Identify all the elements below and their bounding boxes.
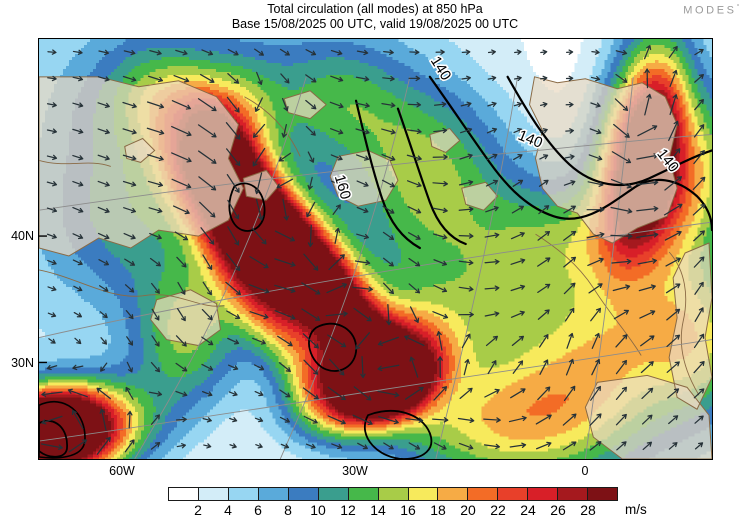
colorbar-tick-label: 16 [400,502,416,518]
modes-logo-text: MODES [683,4,737,17]
colorbar-swatch [468,488,499,500]
land-masses [39,76,712,459]
lon-tick-60w: 60W [109,464,135,478]
colorbar-tick-label: 4 [224,502,232,518]
colorbar-tick-label: 24 [520,502,536,518]
colorbar-swatch [348,488,379,500]
colorbar-swatch [198,488,229,500]
colorbar-tick-label: 6 [254,502,262,518]
wind-vectors [40,44,706,455]
colorbar-swatch [228,488,259,500]
colorbar-tick-label: 12 [340,502,356,518]
chart-title-line2: Base 15/08/2025 00 UTC, valid 19/08/2025… [231,17,519,31]
colorbar-tick-label: 18 [430,502,446,518]
lat-tick-40n: 40N [11,229,34,243]
lat-tick-30n: 30N [11,356,34,370]
colorbar-unit-label: m/s [625,502,647,517]
colorbar-swatch [408,488,439,500]
colorbar-tick-label: 2 [194,502,202,518]
colorbar [168,487,618,501]
colorbar-tick-label: 26 [550,502,566,518]
modes-logo: MODES° [683,4,742,17]
colorbar-swatches [168,487,618,501]
lon-tick-30w: 30W [342,464,368,478]
colorbar-swatch [258,488,289,500]
colorbar-swatch [588,488,618,500]
modes-logo-mark: ° [736,4,742,11]
colorbar-tick-label: 14 [370,502,386,518]
chart-title-line1: Total circulation (all modes) at 850 hPa [267,2,483,16]
colorbar-swatch [288,488,319,500]
colorbar-tick-label: 20 [460,502,476,518]
colorbar-tick-label: 28 [580,502,596,518]
map-plot-area: 140 160 140 140 [38,38,713,460]
colorbar-swatch [378,488,409,500]
colorbar-swatch [558,488,589,500]
colorbar-swatch [528,488,559,500]
colorbar-swatch [318,488,349,500]
colorbar-swatch [169,488,199,500]
lon-tick-0: 0 [581,464,589,478]
colorbar-tick-label: 22 [490,502,506,518]
colorbar-tick-label: 10 [310,502,326,518]
colorbar-swatch [498,488,529,500]
colorbar-tick-label: 8 [284,502,292,518]
chart-title-block: Total circulation (all modes) at 850 hPa… [0,2,750,32]
colorbar-swatch [438,488,469,500]
